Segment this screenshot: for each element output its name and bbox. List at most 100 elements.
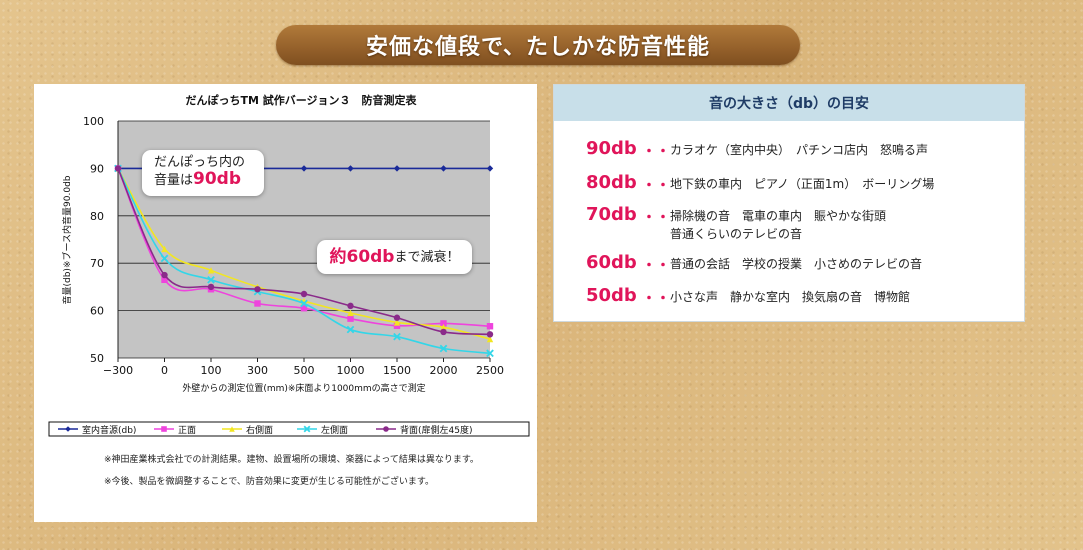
data-point (300, 305, 308, 312)
guide-desc: 地下鉄の車内 ピアノ（正面1m） ボーリング場 (670, 177, 935, 191)
sound-level-guide: 音の大きさ（db）の目安 90db ・・ カラオケ（室内中央） パチンコ店内 怒… (553, 84, 1025, 322)
guide-row: 90db ・・ カラオケ（室内中央） パチンコ店内 怒鳴る声 (586, 138, 928, 161)
section-banner: 安価な値段で、たしかな防音性能 (276, 25, 800, 65)
data-point (439, 344, 448, 353)
x-tick-label: 100 (201, 364, 222, 377)
y-tick-label: 60 (90, 305, 104, 318)
guide-desc: カラオケ（室内中央） パチンコ店内 怒鳴る声 (670, 143, 929, 157)
data-point (161, 271, 168, 279)
guide-dots: ・・ (642, 258, 670, 274)
data-point (486, 165, 494, 172)
guide-title: 音の大きさ（db）の目安 (554, 85, 1024, 121)
data-point (486, 331, 494, 338)
data-point (440, 328, 447, 336)
guide-db: 80db (586, 172, 637, 193)
data-point (161, 276, 168, 283)
data-point (393, 165, 401, 172)
data-point (207, 275, 215, 284)
data-point (347, 309, 354, 317)
data-point (254, 286, 261, 293)
data-point (383, 426, 389, 432)
guide-dots: ・・ (642, 210, 670, 226)
data-point (207, 267, 215, 274)
data-point (347, 315, 354, 322)
data-point (254, 300, 261, 307)
guide-dots: ・・ (642, 178, 670, 194)
guide-desc: 普通の会話 学校の授業 小さめのテレビの音 (670, 257, 923, 271)
guide-desc: 掃除機の音 電車の車内 賑やかな街頭 (670, 209, 887, 223)
x-tick-label: 1000 (337, 364, 365, 377)
data-point (300, 165, 308, 172)
data-point (300, 290, 308, 298)
data-point (393, 319, 401, 326)
x-tick-label: 500 (294, 364, 315, 377)
y-axis-label: 音量(db)※ブース内音量90.0db (61, 175, 73, 304)
chart-panel: だんぽっちTM 試作バージョン３ 防音測定表 50 60 70 80 90 100 −300… (34, 84, 537, 522)
guide-desc: 小さな声 静かな室内 換気扇の音 博物館 (670, 290, 911, 304)
data-point (393, 322, 401, 329)
data-point (393, 314, 401, 321)
data-point (440, 320, 447, 327)
reduction-value: 約60db (329, 246, 395, 267)
data-point (300, 299, 308, 308)
guide-desc-2: 普通くらいのテレビの音 (670, 227, 803, 241)
data-point (161, 245, 168, 253)
data-point (160, 254, 169, 263)
banner-title: 安価な値段で、たしかな防音性能 (365, 35, 711, 60)
note-2: ※今後、製品を微調整することで、防音効果に変更が生じる可能性がございます。 (104, 477, 435, 487)
x-tick-label: 0 (161, 364, 168, 377)
x-tick-label: 2500 (476, 364, 504, 377)
data-point (229, 426, 235, 432)
data-point (346, 325, 355, 334)
guide-row: 70db ・・ 掃除機の音 電車の車内 賑やかな街頭 普通くらいのテレビの音 (586, 204, 886, 243)
sound-chart: だんぽっちTM 試作バージョン３ 防音測定表 50 60 70 80 90 100 −300… (48, 93, 530, 437)
chart-title: だんぽっちTM 試作バージョン３ 防音測定表 (185, 93, 417, 107)
series-group (114, 164, 494, 358)
guide-db: 70db (586, 204, 637, 225)
legend-box (48, 421, 530, 437)
data-point (440, 323, 447, 331)
data-point (114, 165, 122, 172)
data-point (440, 165, 447, 172)
legend-label: 左側面 (321, 424, 348, 436)
data-point (393, 332, 401, 341)
data-point (303, 425, 311, 433)
x-tick-label: 1500 (383, 364, 411, 377)
callout-line1: だんぽっち内の (154, 155, 246, 170)
data-point (347, 302, 354, 310)
data-point (65, 426, 71, 432)
legend-label: 背面(扉側左45度) (400, 424, 472, 436)
data-point (486, 349, 494, 358)
y-tick-label: 50 (90, 352, 104, 365)
data-point (486, 323, 494, 330)
guide-dots: ・・ (642, 144, 670, 160)
guide-row: 60db ・・ 普通の会話 学校の授業 小さめのテレビの音 (586, 252, 922, 275)
callout-line2-prefix: 音量は (154, 173, 194, 188)
reduction-suffix: まで減衰！ (394, 249, 460, 265)
data-point (486, 335, 494, 343)
x-tick-label: 2000 (430, 364, 458, 377)
x-tick-label: 300 (247, 364, 268, 377)
guide-row: 50db ・・ 小さな声 静かな室内 換気扇の音 博物館 (586, 285, 910, 308)
data-point (207, 283, 215, 291)
guide-db: 90db (586, 138, 637, 159)
guide-dots: ・・ (642, 291, 670, 307)
reduction-callout: 約60db まで減衰！ (317, 240, 472, 274)
callout-value: 90db (193, 169, 242, 189)
data-point (161, 426, 167, 432)
guide-row: 80db ・・ 地下鉄の車内 ピアノ（正面1m） ボーリング場 (586, 172, 934, 195)
guide-db: 50db (586, 285, 637, 306)
data-point (347, 165, 354, 172)
legend: 室内音源(db) 正面 右側面 左側面 背面(扉側左45度) (58, 424, 472, 436)
legend-label: 正面 (178, 425, 196, 436)
axis-ticks: 50 60 70 80 90 100 −300 0 100 300 500 1000 1500 2000 2… (83, 115, 504, 377)
note-1: ※神田産業株式会社での計測結果。建物、設置場所の環境、楽器によって結果は異なりま… (104, 455, 479, 465)
guide-db: 60db (586, 252, 637, 273)
x-tick-label: −300 (103, 364, 133, 377)
y-tick-label: 90 (90, 162, 104, 175)
y-tick-label: 80 (90, 210, 104, 223)
inside-volume-callout: だんぽっち内の 音量は90db (142, 150, 264, 196)
y-tick-label: 100 (83, 115, 104, 128)
y-tick-label: 70 (90, 257, 104, 270)
x-axis-label: 外壁からの測定位置(mm)※床面より1000mmの高さで測定 (182, 382, 425, 394)
